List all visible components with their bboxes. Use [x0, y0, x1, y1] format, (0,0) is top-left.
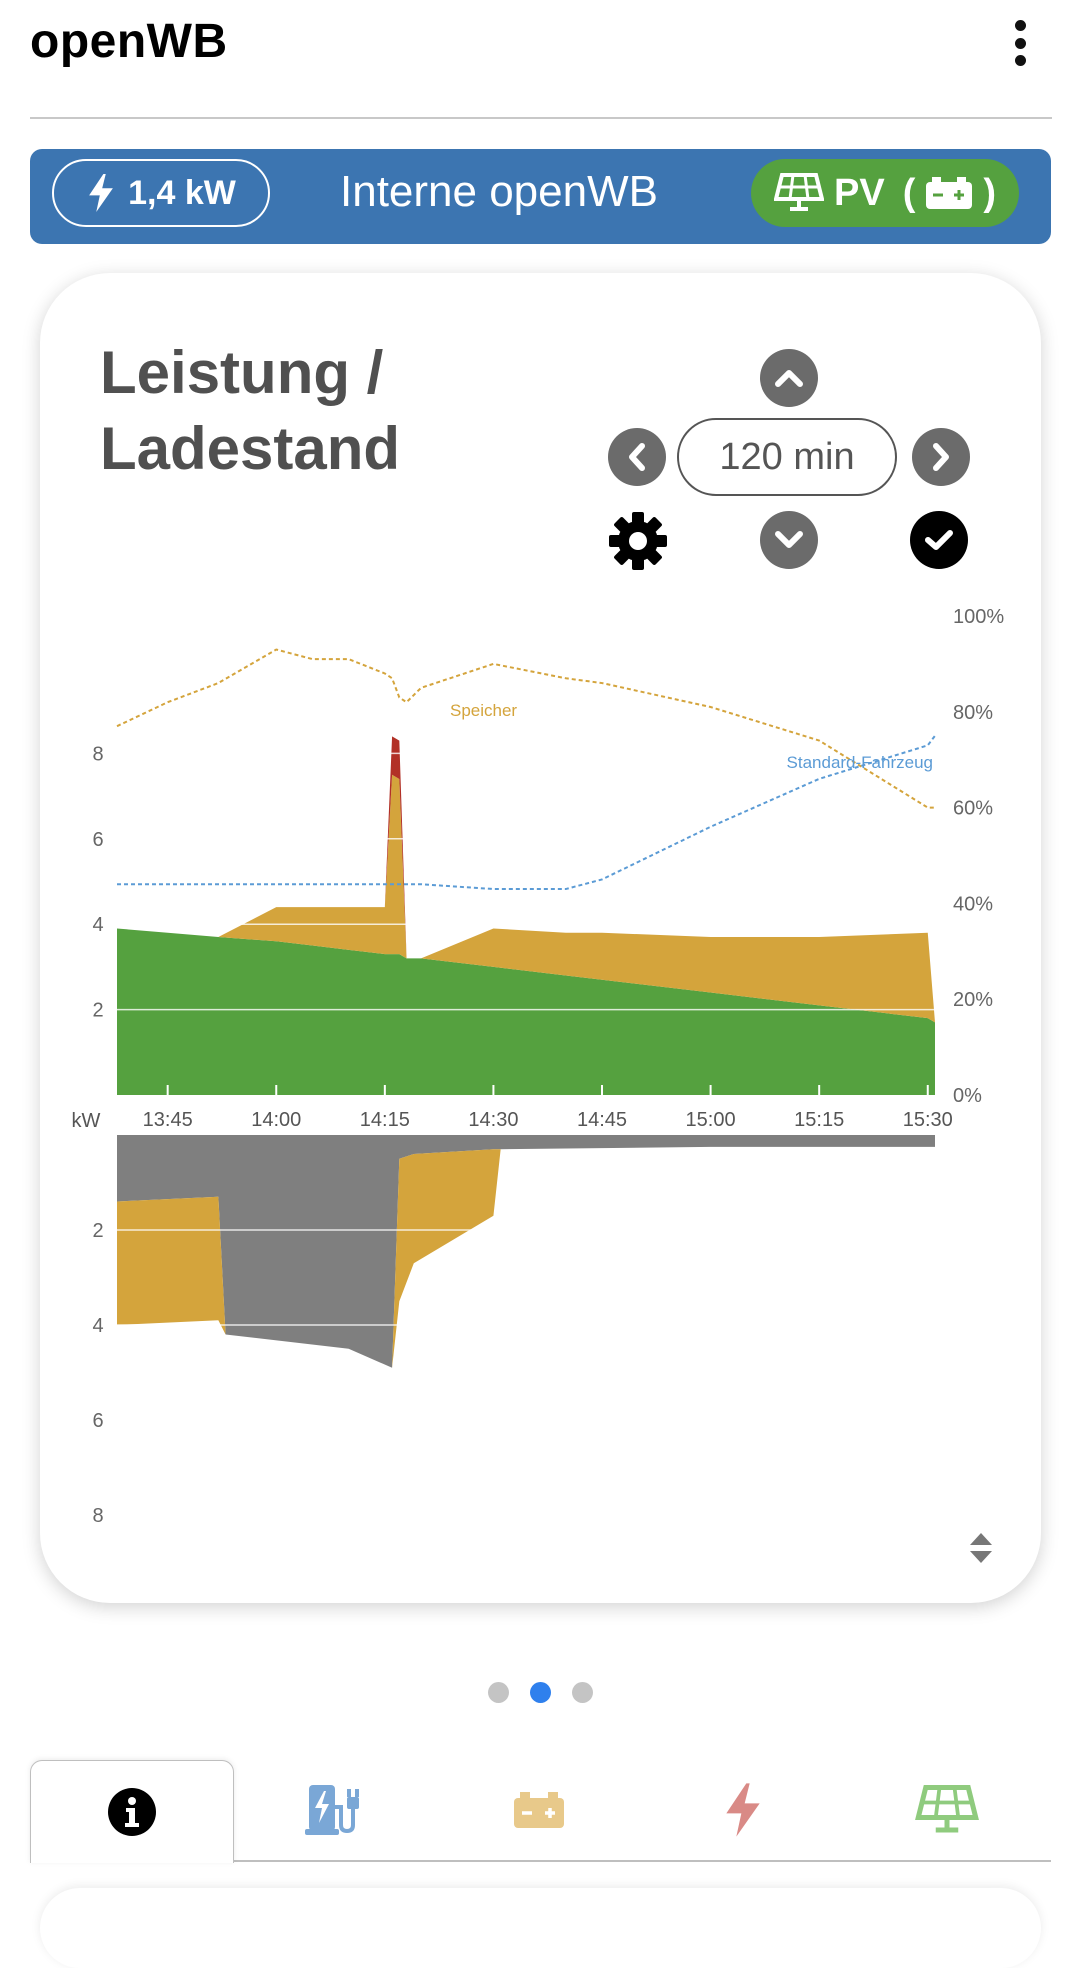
- x-tick-label: 15:30: [903, 1109, 953, 1131]
- lower-y-tick-label: 4: [92, 1315, 103, 1337]
- chevron-up-icon: [775, 370, 803, 387]
- chevron-left-icon: [629, 443, 645, 471]
- series-label-fahrzeug: Standard-Fahrzeug: [787, 753, 933, 772]
- charge-mode-badge[interactable]: PV ( ): [751, 159, 1019, 227]
- y-tick-label: 2: [92, 1000, 103, 1022]
- paren-open: (: [902, 171, 916, 214]
- y-tick-label: 4: [92, 914, 103, 936]
- wallbox-name: Interne openWB: [340, 167, 658, 216]
- y2-tick-label: 0%: [953, 1085, 982, 1107]
- x-tick-label: 14:15: [360, 1109, 410, 1131]
- carousel-pager: [488, 1682, 593, 1703]
- pager-dot-active[interactable]: [530, 1682, 551, 1703]
- y2-tick-label: 20%: [953, 989, 993, 1011]
- tab-grid[interactable]: [642, 1760, 844, 1860]
- range-down-button[interactable]: [760, 511, 818, 569]
- card-title-line1: Leistung /: [100, 339, 384, 406]
- chevron-down-icon: [775, 531, 803, 548]
- y2-tick-label: 60%: [953, 798, 993, 820]
- lower-y-tick-label: 8: [92, 1505, 103, 1527]
- tab-bar: [30, 1760, 1051, 1863]
- power-soc-card: Leistung / Ladestand 120 min Speicher Sta…: [40, 273, 1041, 1603]
- bolt-icon: [89, 174, 114, 212]
- divider: [30, 117, 1052, 119]
- range-next-button[interactable]: [912, 428, 970, 486]
- check-icon: [925, 530, 953, 550]
- app-bar: openWB: [0, 0, 1074, 118]
- pager-dot[interactable]: [488, 1682, 509, 1703]
- range-display[interactable]: 120 min: [677, 418, 897, 496]
- gear-icon[interactable]: [608, 511, 668, 571]
- soc-line-2: [117, 735, 936, 891]
- power-badge[interactable]: 1,4 kW: [52, 159, 270, 227]
- range-up-button[interactable]: [760, 349, 818, 407]
- pager-dot[interactable]: [572, 1682, 593, 1703]
- x-tick-label: 14:45: [577, 1109, 627, 1131]
- x-tick-label: 13:45: [143, 1109, 193, 1131]
- x-tick-label: 15:15: [794, 1109, 844, 1131]
- sort-icon[interactable]: [968, 1531, 994, 1565]
- tab-chargepoints[interactable]: [234, 1760, 436, 1860]
- power-chart: SpeicherStandard-Fahrzeug24680%20%40%60%…: [72, 606, 1005, 1527]
- paren-close: ): [983, 171, 996, 214]
- series-label-speicher: Speicher: [450, 701, 517, 720]
- series-area-1: [117, 928, 935, 1095]
- y-tick-label: 6: [92, 829, 103, 851]
- app-title: openWB: [30, 15, 228, 68]
- apply-button[interactable]: [910, 511, 968, 569]
- charge-mode-label: PV: [833, 171, 885, 214]
- lower-y-tick-label: 6: [92, 1410, 103, 1432]
- charging-station-icon: [305, 1785, 359, 1835]
- y-axis-label: kW: [72, 1110, 101, 1132]
- lower-series-area-1: [117, 1135, 935, 1368]
- card-title-line2: Ladestand: [100, 415, 401, 482]
- solar-panel-icon: [915, 1785, 979, 1833]
- kebab-icon[interactable]: [1010, 20, 1030, 66]
- wallbox-header: 1,4 kW Interne openWB PV ( ): [30, 149, 1051, 244]
- tab-pv[interactable]: [846, 1760, 1048, 1860]
- next-card-peek: [40, 1888, 1041, 1968]
- y2-tick-label: 100%: [953, 606, 1004, 628]
- x-tick-label: 14:30: [468, 1109, 518, 1131]
- range-prev-button[interactable]: [608, 428, 666, 486]
- y-tick-label: 8: [92, 743, 103, 765]
- bolt-icon: [726, 1783, 760, 1837]
- y2-tick-label: 40%: [953, 893, 993, 915]
- tab-battery[interactable]: [438, 1760, 640, 1860]
- soc-line-1: [116, 648, 935, 809]
- x-tick-label: 14:00: [251, 1109, 301, 1131]
- y2-tick-label: 80%: [953, 702, 993, 724]
- chevron-right-icon: [933, 443, 949, 471]
- battery-icon: [514, 1792, 564, 1828]
- series-area-2: [117, 774, 935, 1023]
- lower-y-tick-label: 2: [92, 1220, 103, 1242]
- x-tick-label: 15:00: [686, 1109, 736, 1131]
- info-icon: [108, 1788, 156, 1836]
- card-title: Leistung / Ladestand: [100, 335, 500, 487]
- tab-info[interactable]: [30, 1760, 234, 1863]
- power-value: 1,4 kW: [128, 173, 236, 212]
- battery-icon: [926, 177, 973, 209]
- solar-panel-icon: [773, 173, 824, 211]
